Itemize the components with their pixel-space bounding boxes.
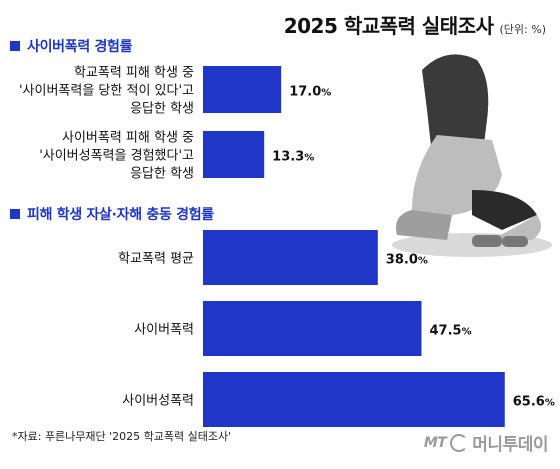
section-cyber-violence: 사이버폭력 경험률 — [10, 36, 133, 56]
category-label-1-0: 학교폭력 평균 — [118, 252, 194, 267]
bar-0-0 — [203, 66, 282, 113]
brand-name: 머니투데이 — [472, 435, 548, 455]
value-label-1-2: 65.6% — [513, 395, 555, 410]
category-label-0-1: 사이버폭력 피해 학생 중 '사이버성폭력을 경험했다'고 응답한 학생 — [39, 131, 194, 182]
brand-logo: MT 머니투데이 — [424, 430, 548, 455]
chart-header: 2025 학교폭력 실태조사 (단위: %) — [284, 10, 546, 39]
category-label-1-2: 사이버성폭력 — [122, 394, 194, 409]
brand-prefix: MT — [423, 434, 447, 451]
value-label-1-1: 47.5% — [430, 324, 472, 339]
chart-title: 2025 학교폭력 실태조사 — [283, 14, 494, 38]
section-suicide-impulse: 피해 학생 자살·자해 충동 경험률 — [10, 204, 214, 224]
section-marker-icon — [10, 41, 20, 51]
source-note: *자료: 푸른나무재단 '2025 학교폭력 실태조사' — [12, 430, 232, 443]
value-label-1-0: 38.0% — [386, 253, 428, 268]
category-label-0-0: 학교폭력 피해 학생 중 '사이버폭력을 당한 적이 있다'고 응답한 학생 — [19, 66, 194, 117]
swirl-icon — [450, 433, 469, 452]
category-label-1-1: 사이버폭력 — [134, 323, 194, 338]
bar-0-1 — [203, 131, 265, 178]
section-label: 피해 학생 자살·자해 충동 경험률 — [27, 207, 214, 223]
section-label: 사이버폭력 경험률 — [27, 39, 133, 55]
value-label-0-1: 13.3% — [272, 150, 314, 165]
unit-label: (단위: %) — [499, 23, 546, 36]
value-label-0-0: 17.0% — [289, 85, 331, 100]
bar-1-2 — [203, 372, 505, 427]
section-marker-icon — [10, 209, 20, 219]
bar-1-0 — [203, 230, 378, 285]
sad-student-illustration — [392, 54, 552, 257]
bar-1-1 — [203, 301, 422, 356]
